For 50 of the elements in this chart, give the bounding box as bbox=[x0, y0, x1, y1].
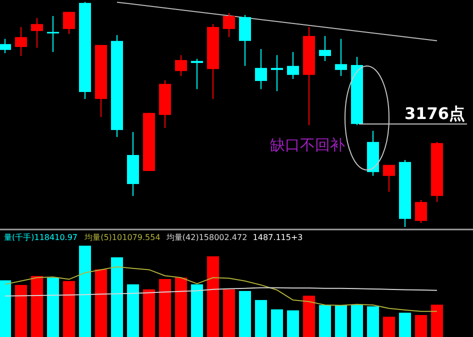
candlestick bbox=[319, 35, 331, 62]
bar bbox=[287, 310, 299, 337]
candlestick bbox=[271, 54, 283, 92]
bar bbox=[399, 312, 411, 337]
annotation: 缺口不回补 bbox=[270, 136, 345, 154]
bar bbox=[303, 296, 315, 337]
bar bbox=[319, 305, 331, 337]
bar bbox=[223, 289, 235, 337]
bar bbox=[271, 309, 283, 337]
candlestick bbox=[63, 11, 75, 34]
bar bbox=[15, 284, 27, 337]
bar bbox=[191, 284, 203, 337]
bar bbox=[63, 281, 75, 337]
text: 均量(42)158002.472 bbox=[165, 233, 248, 242]
bar bbox=[239, 290, 251, 337]
bar bbox=[95, 269, 107, 337]
annotation: 3176点 bbox=[404, 104, 465, 123]
bar bbox=[255, 300, 267, 337]
bar bbox=[79, 246, 91, 337]
candlestick bbox=[287, 51, 299, 80]
candlestick bbox=[255, 48, 267, 90]
text: 均量(5)101079.554 bbox=[84, 233, 160, 242]
bar bbox=[111, 257, 123, 337]
bar bbox=[431, 304, 443, 337]
bar bbox=[351, 305, 363, 337]
candlestick bbox=[191, 58, 203, 90]
candlestick bbox=[175, 54, 187, 77]
bar bbox=[47, 278, 59, 337]
candlestick bbox=[47, 15, 59, 52]
candlestick bbox=[15, 26, 27, 56]
bar bbox=[0, 280, 11, 337]
candlestick bbox=[239, 14, 251, 66]
bar bbox=[207, 256, 219, 337]
bar bbox=[175, 278, 187, 337]
candlestick bbox=[415, 200, 427, 224]
bar bbox=[143, 289, 155, 337]
candlestick bbox=[0, 38, 11, 54]
bar bbox=[335, 305, 347, 337]
bar bbox=[383, 316, 395, 337]
candlestick bbox=[31, 17, 43, 48]
text: 1487.115+3 bbox=[252, 233, 303, 242]
bar bbox=[159, 279, 171, 337]
series-label: 量(千手)118410.97 bbox=[4, 233, 78, 242]
candlestick bbox=[335, 38, 347, 77]
bar bbox=[415, 314, 427, 337]
candlestick bbox=[383, 164, 395, 192]
bar bbox=[31, 276, 43, 337]
bar bbox=[127, 284, 139, 337]
candlestick bbox=[223, 12, 235, 38]
bar bbox=[367, 306, 379, 337]
